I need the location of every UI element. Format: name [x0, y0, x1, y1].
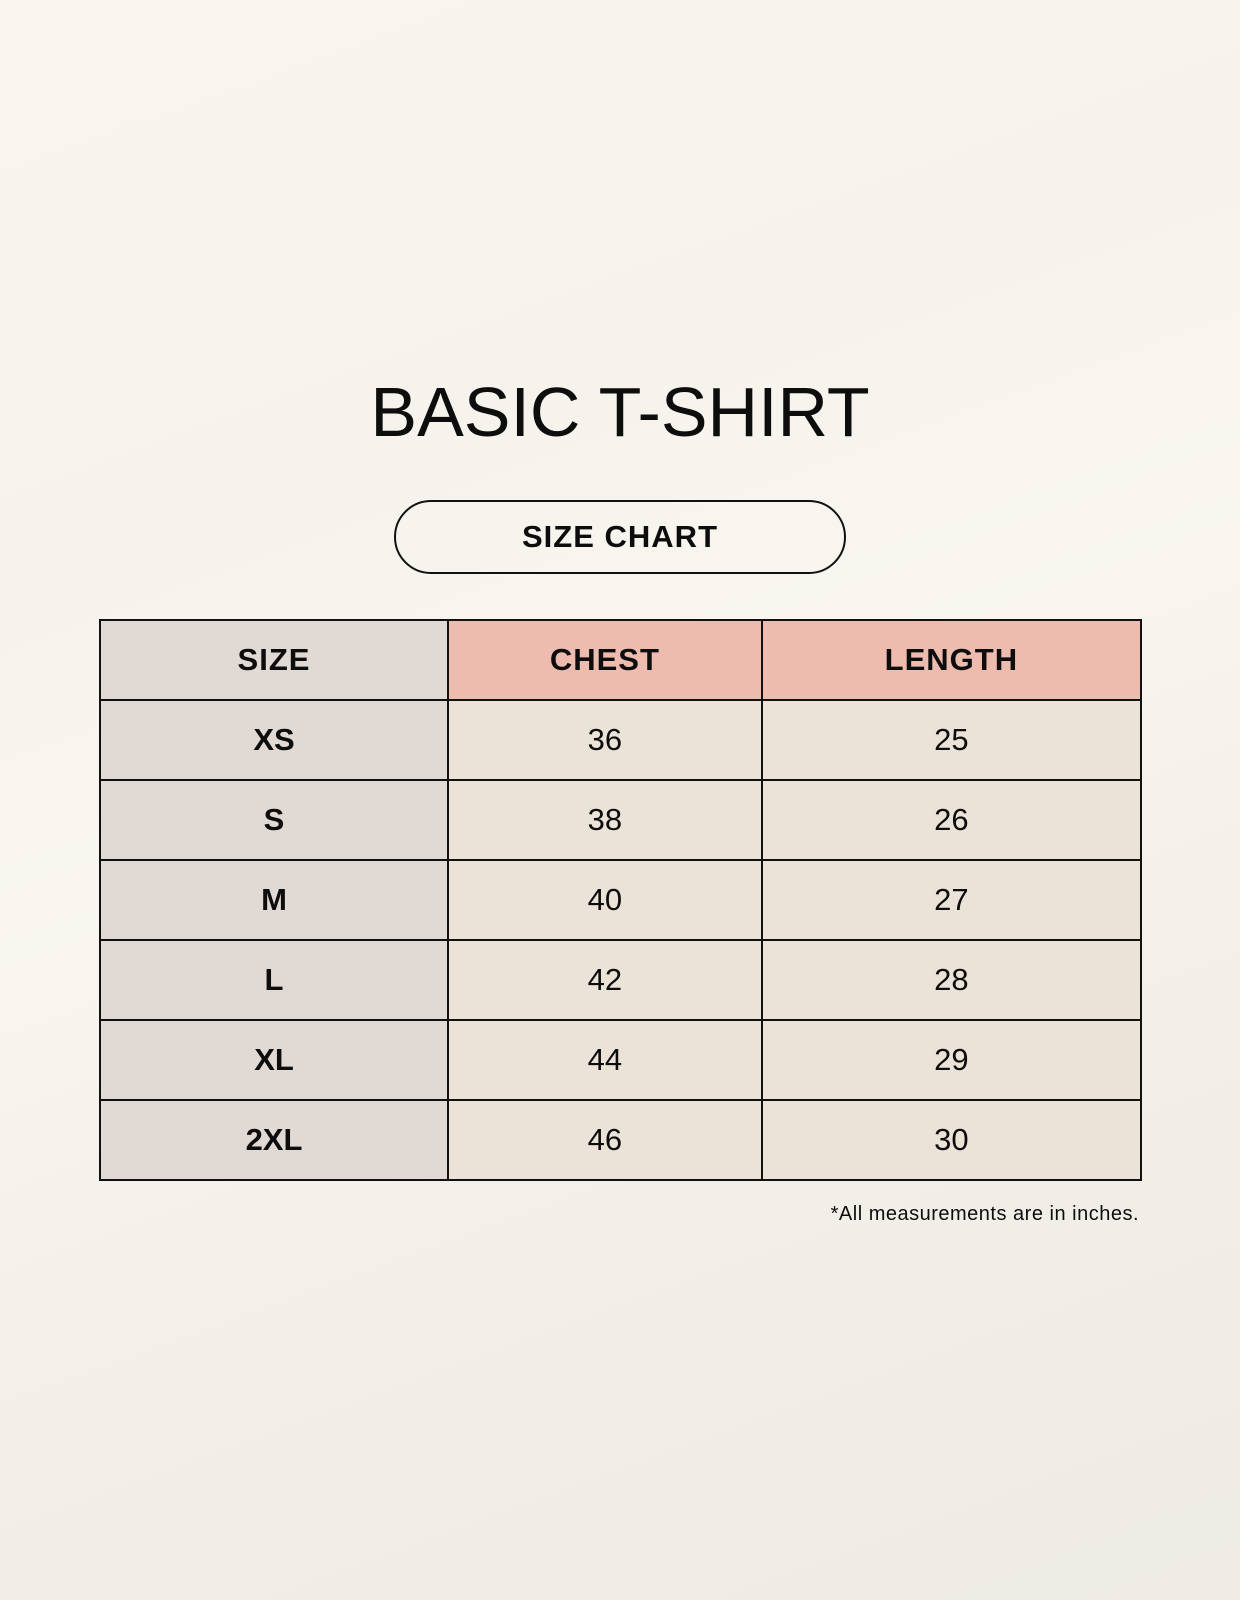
table-header-row: SIZE CHEST LENGTH [99, 619, 1143, 701]
cell-chest: 42 [447, 939, 763, 1021]
cell-length: 27 [760, 859, 1143, 941]
cell-size: M [99, 859, 449, 941]
cell-length: 30 [760, 1099, 1143, 1181]
cell-chest: 40 [447, 859, 763, 941]
page-title: BASIC T-SHIRT [370, 373, 870, 451]
cell-chest: 36 [447, 699, 763, 781]
cell-length: 26 [760, 779, 1143, 861]
table-row: 2XL 46 30 [99, 1099, 1143, 1181]
cell-size: L [99, 939, 449, 1021]
cell-size: 2XL [99, 1099, 449, 1181]
table-row: XL 44 29 [99, 1019, 1143, 1101]
header-size: SIZE [99, 619, 449, 701]
table-row: XS 36 25 [99, 699, 1143, 781]
header-length: LENGTH [760, 619, 1143, 701]
cell-length: 28 [760, 939, 1143, 1021]
cell-length: 29 [760, 1019, 1143, 1101]
table-row: S 38 26 [99, 779, 1143, 861]
cell-chest: 38 [447, 779, 763, 861]
table-row: L 42 28 [99, 939, 1143, 1021]
table-row: M 40 27 [99, 859, 1143, 941]
cell-chest: 44 [447, 1019, 763, 1101]
cell-size: S [99, 779, 449, 861]
cell-chest: 46 [447, 1099, 763, 1181]
header-chest: CHEST [447, 619, 763, 701]
cell-size: XS [99, 699, 449, 781]
cell-size: XL [99, 1019, 449, 1101]
measurement-note: *All measurements are in inches. [830, 1203, 1139, 1225]
cell-length: 25 [760, 699, 1143, 781]
size-chart-label: SIZE CHART [394, 500, 846, 574]
size-table: SIZE CHEST LENGTH XS 36 25 S 38 26 M 40 27 L 42 28 X… [99, 619, 1143, 1181]
